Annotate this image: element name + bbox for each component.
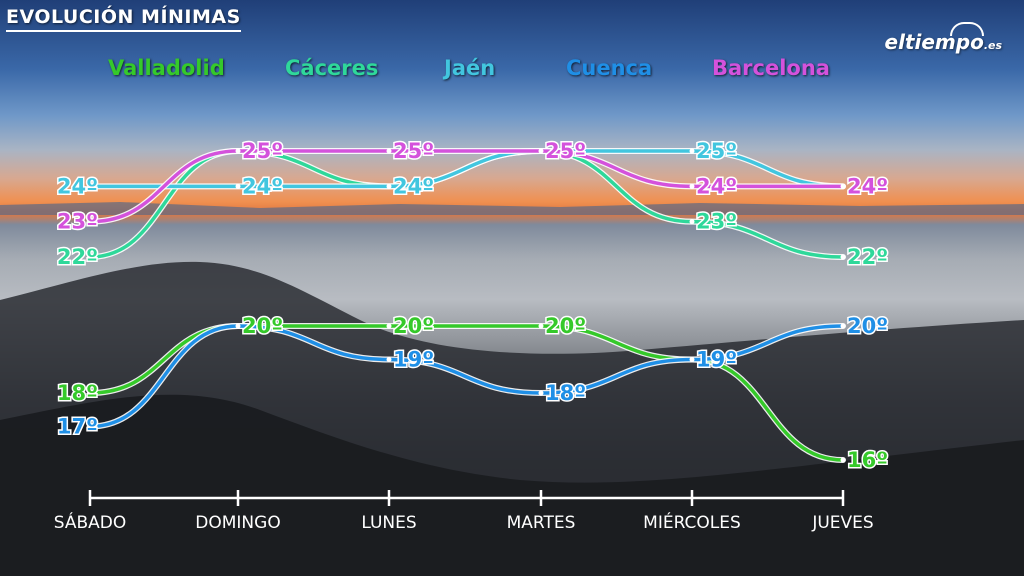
value-label: 22º xyxy=(57,245,98,269)
legend-item: Jaén xyxy=(444,56,496,80)
series-line-cuenca xyxy=(88,324,845,429)
data-point xyxy=(235,323,241,329)
data-point xyxy=(538,148,544,154)
x-tick-label: MIÉRCOLES xyxy=(643,511,741,533)
value-label: 25º xyxy=(242,139,283,163)
value-label: 18º xyxy=(57,381,98,405)
series-line-valladolid xyxy=(88,324,845,462)
series-line-outline xyxy=(87,322,846,463)
data-point xyxy=(386,148,392,154)
data-point xyxy=(87,390,93,396)
data-point xyxy=(538,390,544,396)
value-label: 24º xyxy=(57,174,98,198)
x-tick-label: DOMINGO xyxy=(195,513,280,533)
legend-item: Barcelona xyxy=(712,56,830,80)
data-point xyxy=(689,183,695,189)
value-label: 23º xyxy=(696,210,737,234)
data-point xyxy=(840,254,846,260)
brand-suffix: .es xyxy=(983,39,1002,52)
data-point xyxy=(87,424,93,429)
data-point xyxy=(87,254,93,260)
data-point xyxy=(840,457,846,463)
data-point xyxy=(235,183,241,189)
x-tick-label: LUNES xyxy=(361,513,416,533)
data-point xyxy=(538,323,544,329)
value-label: 25º xyxy=(393,139,434,163)
legend-item: Valladolid xyxy=(108,56,225,80)
data-point xyxy=(840,323,846,329)
value-label: 24º xyxy=(393,174,434,198)
data-point xyxy=(386,323,392,329)
chart-title: EVOLUCIÓN MÍNIMAS xyxy=(6,6,241,32)
data-point xyxy=(235,148,241,154)
brand-logo: eltiempo.es xyxy=(885,30,1002,54)
value-label: 25º xyxy=(545,139,586,163)
value-label: 25º xyxy=(696,139,737,163)
value-label: 23º xyxy=(57,210,98,234)
data-point xyxy=(689,219,695,225)
value-label: 20º xyxy=(393,314,434,338)
data-point xyxy=(87,219,93,225)
data-point xyxy=(689,357,695,362)
x-tick-label: SÁBADO xyxy=(54,511,127,533)
value-label: 24º xyxy=(242,174,283,198)
value-label: 17º xyxy=(57,415,98,439)
x-tick-label: JUEVES xyxy=(811,513,873,533)
value-label: 18º xyxy=(545,381,586,405)
data-point xyxy=(87,183,93,189)
data-point xyxy=(840,183,846,189)
value-label: 22º xyxy=(847,245,888,269)
value-label: 19º xyxy=(393,348,434,372)
brand-name: eltiempo xyxy=(884,30,984,54)
value-label: 16º xyxy=(847,448,888,472)
data-point xyxy=(386,183,392,189)
legend-item: Cuenca xyxy=(566,56,653,80)
legend-item: Cáceres xyxy=(285,56,379,80)
value-label: 20º xyxy=(545,314,586,338)
data-point xyxy=(386,357,392,362)
value-label: 24º xyxy=(847,174,888,198)
value-label: 24º xyxy=(696,174,737,198)
value-label: 19º xyxy=(696,348,737,372)
value-label: 20º xyxy=(242,314,283,338)
data-point xyxy=(689,148,695,154)
series-line-barcelona xyxy=(88,149,845,224)
x-tick-label: MARTES xyxy=(507,513,576,533)
series-line-jaén xyxy=(88,149,845,189)
value-label: 20º xyxy=(847,314,888,338)
